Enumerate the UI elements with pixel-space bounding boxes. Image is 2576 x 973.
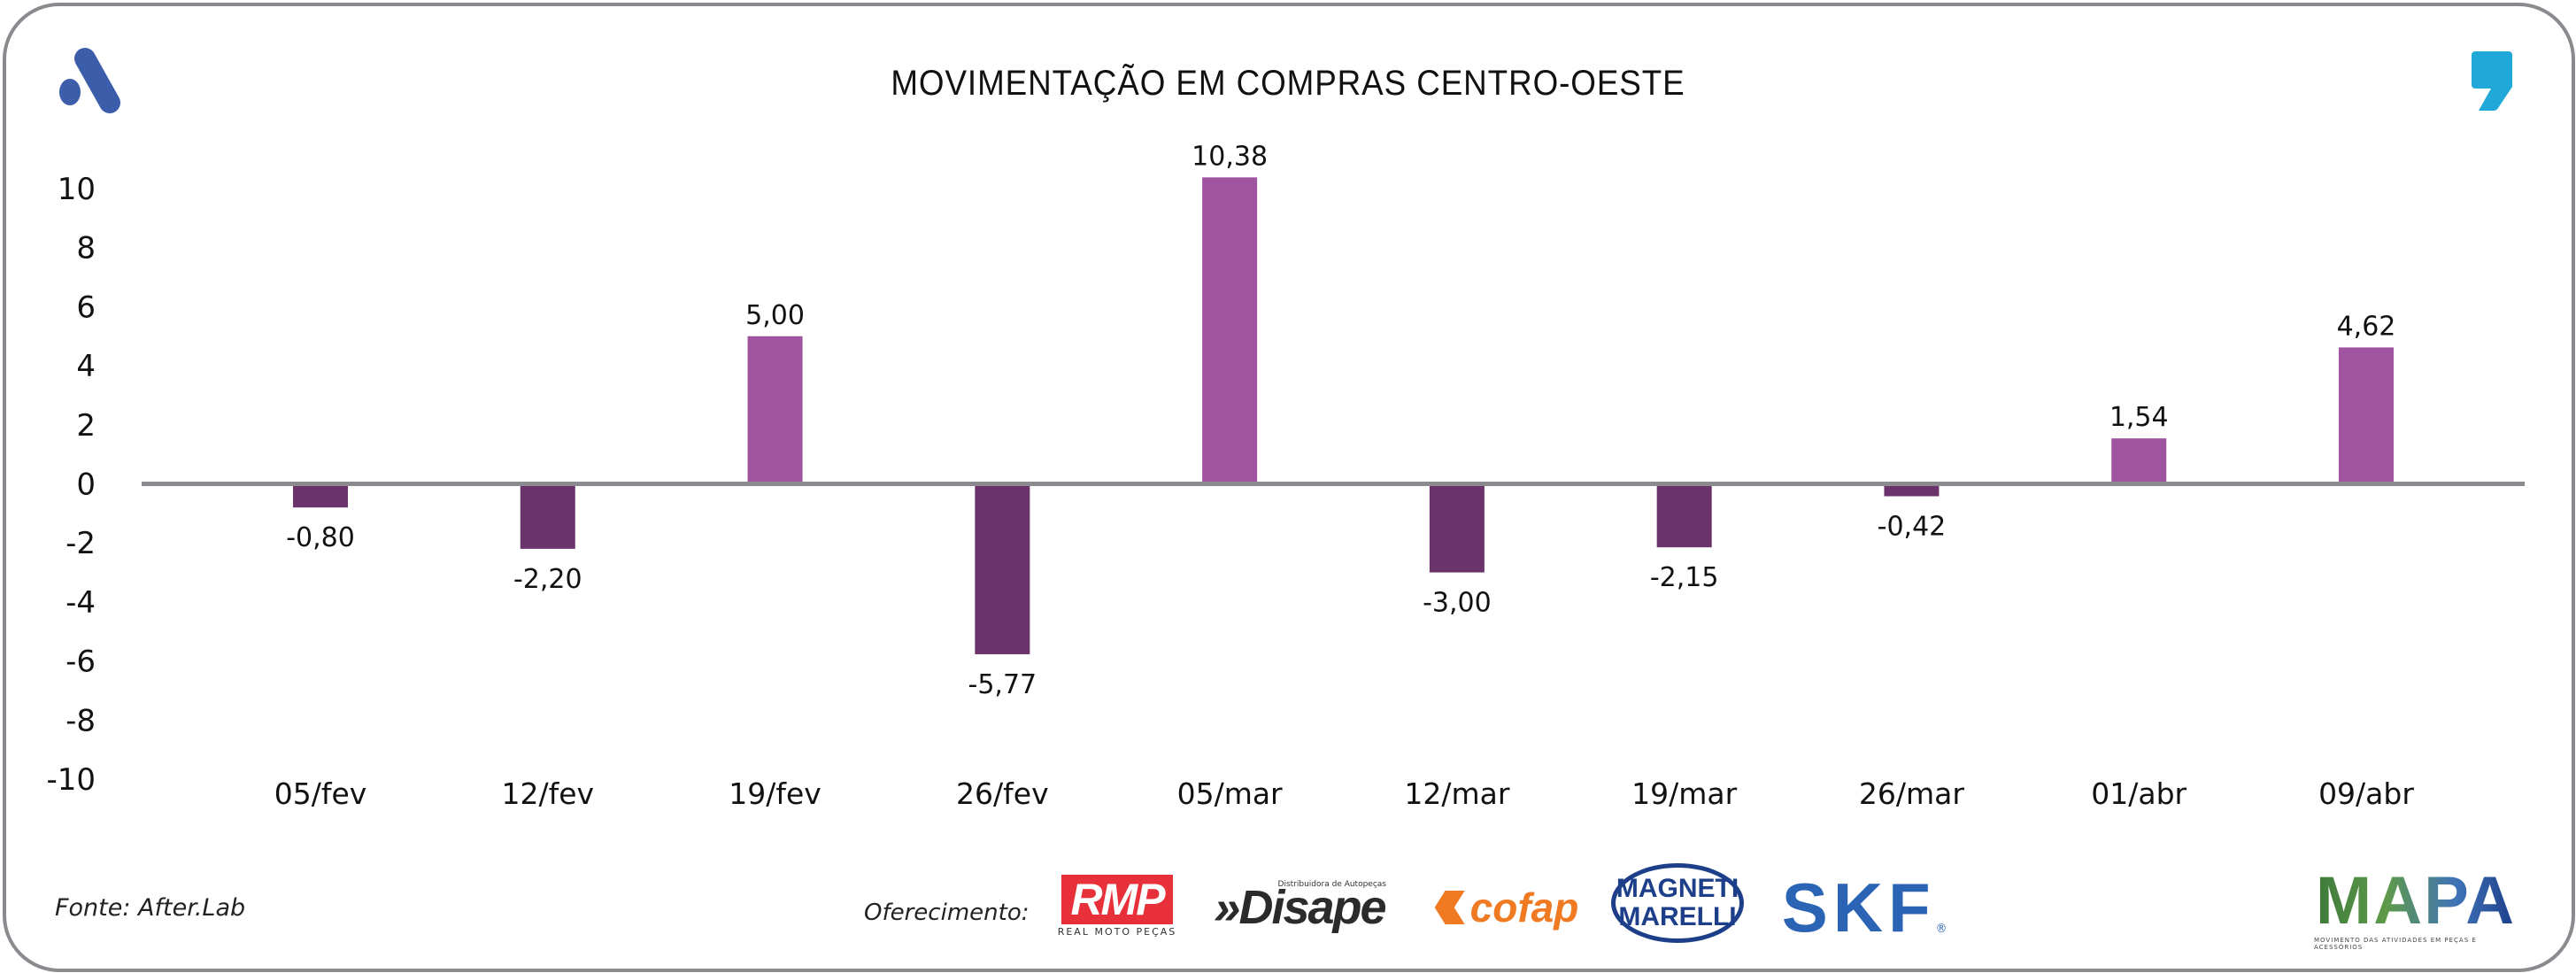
- y-tick-label: 6: [76, 290, 96, 325]
- skf-registered-mark: ®: [1935, 922, 1947, 936]
- bar-19-mar: [1656, 483, 1712, 548]
- x-tick-label: 09/abr: [2318, 776, 2414, 811]
- y-tick-label: -6: [66, 645, 96, 680]
- chart-title: MOVIMENTAÇÃO EM COMPRAS CENTRO-OESTE: [891, 64, 1685, 103]
- source-note: Fonte: After.Lab: [55, 894, 246, 922]
- value-label: -0,42: [1878, 512, 1947, 543]
- value-label: 4,62: [2337, 311, 2396, 342]
- value-label: -2,15: [1650, 562, 1719, 593]
- y-tick-label: 10: [58, 172, 96, 207]
- sponsor-cofap-logo: cofap: [1418, 881, 1595, 934]
- skf-wordmark: SKF: [1781, 868, 1936, 946]
- bar-05-fev: [293, 483, 348, 508]
- y-tick-label: 2: [76, 408, 96, 444]
- magneti-line2: MARELLI: [1618, 902, 1737, 931]
- x-tick-label: 19/fev: [729, 776, 821, 811]
- value-label: -2,20: [513, 564, 582, 595]
- x-tick-label: 12/fev: [501, 776, 594, 811]
- x-tick-label: 01/abr: [2091, 776, 2187, 811]
- x-tick-label: 26/fev: [956, 776, 1049, 811]
- y-axis-ticks: 10 8 6 4 2 0 -2 -4 -6 -8 -10: [46, 172, 96, 798]
- value-label: 1,54: [2109, 402, 2169, 433]
- x-tick-label: 26/mar: [1859, 776, 1964, 811]
- value-label: -5,77: [968, 669, 1037, 700]
- card-frame: [3, 3, 2575, 972]
- y-tick-label: 4: [76, 349, 96, 384]
- x-tick-label: 05/mar: [1177, 776, 1283, 811]
- disape-tagline: Distribuidora de Autopeças: [1277, 880, 1386, 889]
- sponsor-skf-logo: SKF ®: [1760, 869, 1969, 946]
- bar-12-mar: [1429, 483, 1485, 573]
- value-label: 10,38: [1192, 141, 1268, 172]
- sponsor-rmp-logo: RMP REAL MOTO PEÇAS: [1050, 874, 1184, 938]
- rmp-wordmark: RMP: [1061, 874, 1173, 924]
- comma-logo-icon: [2472, 51, 2512, 111]
- bar-05-mar: [1202, 177, 1258, 484]
- cofap-x-icon: [1434, 891, 1465, 924]
- y-tick-label: -4: [66, 585, 96, 621]
- x-tick-label: 12/mar: [1404, 776, 1509, 811]
- x-tick-label: 19/mar: [1631, 776, 1737, 811]
- bar-26-mar: [1884, 483, 1940, 497]
- sponsored-by-label: Oferecimento:: [864, 900, 1030, 926]
- bar-19-fev: [747, 336, 803, 484]
- x-axis-ticks: 05/fev 12/fev 19/fev 26/fev 05/mar 12/mar 19/m…: [274, 776, 2415, 811]
- x-tick-label: 05/fev: [274, 776, 367, 811]
- bar-09-abr: [2339, 347, 2394, 484]
- magneti-line1: MAGNETI: [1616, 874, 1739, 903]
- disape-wordmark: »Disape: [1214, 881, 1386, 934]
- disape-name: Disape: [1238, 881, 1386, 934]
- sponsor-magneti-marelli-logo: MAGNETI MARELLI: [1611, 863, 1744, 943]
- rmp-tagline: REAL MOTO PEÇAS: [1057, 925, 1177, 938]
- value-labels: -0,80 -2,20 5,00 -5,77 10,38 -3,00 -2,15 -0,42 1…: [286, 141, 2395, 700]
- bar-12-fev: [520, 483, 575, 549]
- mapa-wordmark: MAPA: [2315, 863, 2517, 938]
- y-tick-label: -10: [46, 762, 96, 798]
- mapa-tagline: MOVIMENTO DAS ATIVIDADES EM PEÇAS E ACES…: [2314, 937, 2477, 951]
- value-label: -3,00: [1423, 588, 1492, 619]
- mapa-brand-logo: MAPA MOVIMENTO DAS ATIVIDADES EM PEÇAS E…: [2314, 863, 2518, 952]
- bar-01-abr: [2111, 438, 2167, 484]
- y-tick-label: 8: [76, 231, 96, 266]
- sponsor-disape-logo: »Disape Distribuidora de Autopeças: [1211, 876, 1388, 938]
- bars: [293, 177, 2394, 654]
- cofap-wordmark: cofap: [1469, 884, 1579, 931]
- value-label: -0,80: [286, 522, 355, 553]
- bar-26-fev: [975, 483, 1030, 654]
- a-logo-icon: [59, 48, 120, 113]
- value-label: 5,00: [745, 300, 805, 331]
- y-tick-label: 0: [76, 467, 96, 503]
- y-tick-label: -2: [66, 526, 96, 561]
- y-tick-label: -8: [66, 703, 96, 738]
